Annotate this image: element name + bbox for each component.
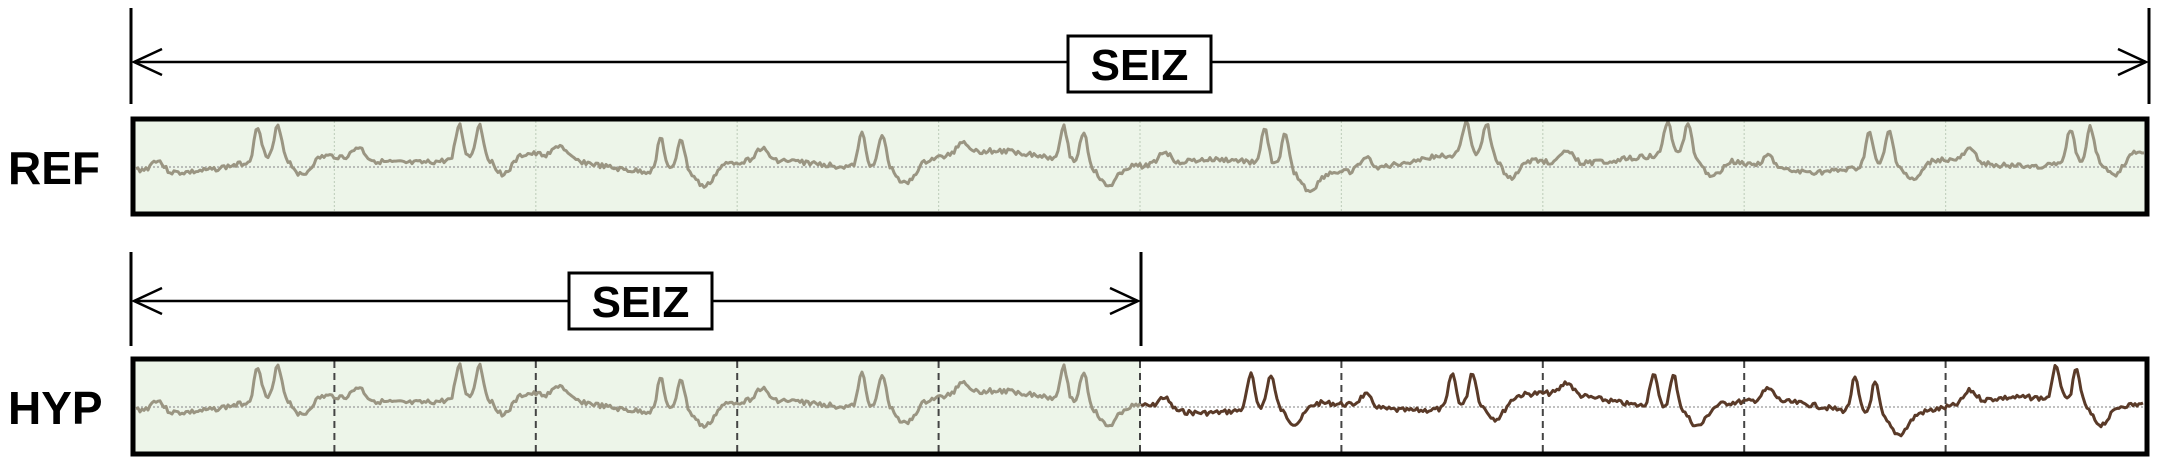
hyp-span-left-arrowhead: [131, 286, 163, 316]
ref-panel-frame: [130, 116, 2150, 217]
hyp-panel-frame: [130, 356, 2150, 457]
hyp-signal-panel: [130, 356, 2150, 457]
hyp-eeg-trace-unannotated: [1140, 364, 2144, 438]
ref-seiz-box: [1066, 34, 1213, 94]
ref-seiz-label: SEIZ: [1091, 41, 1189, 90]
ref-eeg-trace: [135, 119, 2145, 194]
hyp-seiz-box: [567, 271, 714, 331]
hyp-annotation-span: SEIZ: [129, 252, 1143, 346]
ref-annotation-span: SEIZ: [129, 8, 2151, 104]
ref-signal-panel: [130, 116, 2150, 217]
ref-span-right-arrowhead: [2117, 47, 2149, 77]
hyp-segment-dividers: [333, 361, 1947, 452]
hyp-row-label: HYP: [8, 382, 103, 434]
ref-span-left-arrowhead: [131, 47, 163, 77]
hyp-span-right-arrowhead: [1109, 286, 1141, 316]
hyp-eeg-trace-annotated: [135, 362, 1142, 429]
hyp-seiz-label: SEIZ: [592, 278, 690, 327]
ref-row-label: REF: [8, 142, 100, 194]
